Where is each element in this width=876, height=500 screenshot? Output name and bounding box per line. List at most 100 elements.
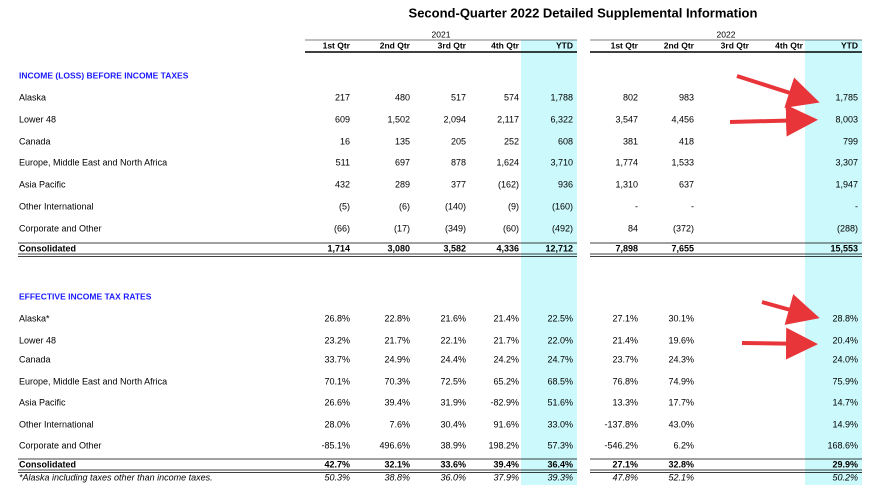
cell: 4,336 xyxy=(496,243,519,253)
row-label: Europe, Middle East and North Africa xyxy=(19,157,167,167)
cell: 24.4% xyxy=(440,354,466,364)
cell: 17.7% xyxy=(668,397,694,407)
cell: 21.7% xyxy=(384,335,410,345)
cell: 1,714 xyxy=(327,243,350,253)
cell: 24.9% xyxy=(384,354,410,364)
cell: 28.8% xyxy=(832,313,858,323)
cell: (6) xyxy=(399,201,410,211)
cell: 51.6% xyxy=(547,397,573,407)
cell: (5) xyxy=(339,201,350,211)
cell: 1,774 xyxy=(615,157,638,167)
cell: (492) xyxy=(552,223,573,233)
cell: 26.6% xyxy=(324,397,350,407)
cell: 878 xyxy=(451,157,466,167)
cell: 609 xyxy=(335,114,350,124)
cell: 432 xyxy=(335,179,350,189)
column-header: YTD xyxy=(841,40,858,50)
cell: 42.7% xyxy=(324,459,350,469)
title: Second-Quarter 2022 Detailed Supplementa… xyxy=(409,5,758,20)
cell: 2,117 xyxy=(497,114,519,124)
column-header: 2nd Qtr xyxy=(664,40,695,50)
cell: 47.8% xyxy=(612,472,638,482)
cell: 39.4% xyxy=(384,397,410,407)
cell: 50.2% xyxy=(832,472,858,482)
cell: 27.1% xyxy=(612,459,638,469)
cell: 22.8% xyxy=(384,313,410,323)
cell: (60) xyxy=(503,223,519,233)
column-header: 3rd Qtr xyxy=(438,40,467,50)
cell: 75.9% xyxy=(832,376,858,386)
cell: 8,003 xyxy=(835,114,858,124)
cell: 936 xyxy=(558,179,573,189)
row-label: Corporate and Other xyxy=(19,440,102,450)
cell: (162) xyxy=(498,179,519,189)
cell: 517 xyxy=(451,92,466,102)
cell: 24.7% xyxy=(547,354,573,364)
year: 2021 xyxy=(432,29,451,39)
row-label: Consolidated xyxy=(19,459,76,469)
row-label: Asia Pacific xyxy=(19,179,66,189)
section-heading: EFFECTIVE INCOME TAX RATES xyxy=(19,291,152,301)
row-label: *Alaska including taxes other than incom… xyxy=(19,472,213,482)
column-header: YTD xyxy=(556,40,573,50)
cell: 1,310 xyxy=(615,179,638,189)
cell: 802 xyxy=(623,92,638,102)
cell: 198.2% xyxy=(488,440,519,450)
cell: 983 xyxy=(679,92,694,102)
cell: 43.0% xyxy=(668,419,694,429)
cell: 377 xyxy=(451,179,466,189)
cell: 50.3% xyxy=(324,472,350,482)
cell: 30.4% xyxy=(440,419,466,429)
ytd-highlight xyxy=(805,40,862,485)
cell: 84 xyxy=(628,223,638,233)
cell: 3,307 xyxy=(835,157,858,167)
cell: 52.1% xyxy=(668,472,694,482)
cell: (288) xyxy=(837,223,858,233)
cell: -137.8% xyxy=(604,419,638,429)
cell: 16 xyxy=(340,136,350,146)
cell: 57.3% xyxy=(547,440,573,450)
cell: 22.0% xyxy=(547,335,573,345)
cell: 3,582 xyxy=(443,243,466,253)
cell: 65.2% xyxy=(493,376,519,386)
cell: 26.8% xyxy=(324,313,350,323)
cell: 37.9% xyxy=(493,472,519,482)
cell: 480 xyxy=(395,92,410,102)
cell: 38.9% xyxy=(440,440,466,450)
cell: 72.5% xyxy=(440,376,466,386)
cell: 168.6% xyxy=(827,440,858,450)
cell: 32.8% xyxy=(668,459,694,469)
cell: 1,502 xyxy=(387,114,410,124)
cell: 1,785 xyxy=(835,92,858,102)
cell: 205 xyxy=(451,136,466,146)
row-label: Lower 48 xyxy=(19,335,56,345)
ytd-highlight xyxy=(521,40,577,485)
row-label: Canada xyxy=(19,136,51,146)
cell: 36.0% xyxy=(440,472,466,482)
cell: 39.3% xyxy=(547,472,573,482)
cell: 15,553 xyxy=(830,243,858,253)
cell: 608 xyxy=(558,136,573,146)
cell: 1,533 xyxy=(671,157,694,167)
cell: 2,094 xyxy=(443,114,466,124)
cell: 27.1% xyxy=(612,313,638,323)
row-label: Other International xyxy=(19,419,94,429)
row-label: Other International xyxy=(19,201,94,211)
cell: 68.5% xyxy=(547,376,573,386)
cell: -546.2% xyxy=(604,440,638,450)
cell: 496.6% xyxy=(379,440,410,450)
cell: 70.1% xyxy=(324,376,350,386)
cell: (9) xyxy=(508,201,519,211)
row-label: Alaska xyxy=(19,92,46,102)
cell: 799 xyxy=(843,136,858,146)
cell: 14.7% xyxy=(832,397,858,407)
cell: 1,947 xyxy=(835,179,858,189)
cell: 23.2% xyxy=(324,335,350,345)
cell: 418 xyxy=(679,136,694,146)
cell: 252 xyxy=(504,136,519,146)
cell: 1,788 xyxy=(550,92,573,102)
cell: 28.0% xyxy=(324,419,350,429)
cell: 7,898 xyxy=(615,243,638,253)
cell: 30.1% xyxy=(668,313,694,323)
